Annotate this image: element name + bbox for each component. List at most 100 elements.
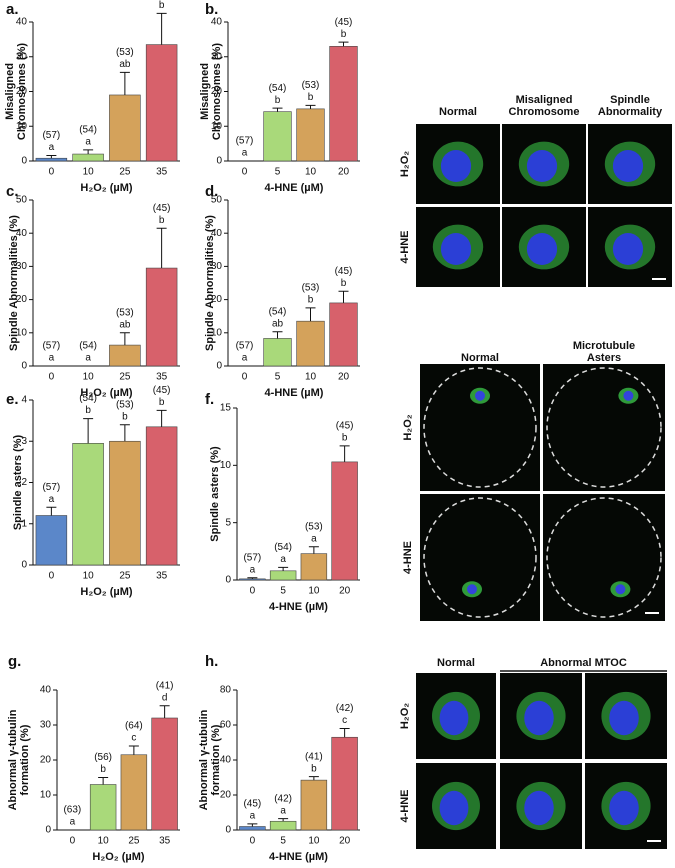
y-tick-label: 50 — [211, 195, 223, 206]
x-tick-label: 20 — [339, 836, 351, 847]
y-tick-label: 0 — [216, 156, 222, 167]
y-tick-label: 30 — [211, 51, 223, 62]
x-tick-label: 25 — [119, 571, 131, 582]
n-label: (57) — [42, 130, 60, 141]
x-axis-label: 4-HNE (µM) — [269, 601, 328, 613]
letter-label: b — [100, 764, 106, 775]
y-tick-label: 40 — [211, 17, 223, 28]
panel-label: d. — [205, 183, 218, 200]
error-bar — [119, 332, 130, 346]
y-tick-label: 3 — [21, 436, 27, 447]
error-bar — [119, 424, 130, 442]
y-axis-label: Misaligned — [4, 63, 16, 120]
y-tick-label: 20 — [16, 294, 28, 305]
x-tick-label: 35 — [156, 571, 168, 582]
panel-label: f. — [205, 391, 214, 408]
x-tick-label: 0 — [70, 836, 76, 847]
n-label: (53) — [302, 283, 320, 294]
x-tick-label: 10 — [83, 372, 95, 383]
error-bar — [156, 227, 167, 269]
y-tick-label: 15 — [220, 403, 232, 414]
error-bar — [272, 107, 283, 112]
chromatin — [612, 150, 644, 182]
bar — [296, 320, 325, 367]
n-label: (57) — [243, 552, 261, 563]
micrograph — [543, 364, 665, 491]
row-label: H₂O₂ — [399, 703, 411, 729]
error-bar — [308, 546, 319, 554]
error-bar — [338, 41, 349, 47]
n-label: (57) — [42, 482, 60, 493]
x-tick-label: 10 — [305, 372, 317, 383]
bar — [35, 157, 68, 162]
row-label: 4-HNE — [402, 541, 414, 574]
letter-label: a — [242, 353, 248, 364]
y-tick-label: 40 — [211, 228, 223, 239]
y-axis-label: Abnormal γ-tubulin — [198, 709, 210, 810]
bar — [300, 553, 328, 581]
n-label: (45) — [153, 203, 171, 214]
y-tick-label: 10 — [16, 121, 28, 132]
y-tick-label: 40 — [16, 17, 28, 28]
x-tick-label: 10 — [83, 167, 95, 178]
y-tick-label: 0 — [225, 825, 231, 836]
x-tick-label: 0 — [250, 836, 256, 847]
panel-label: g. — [8, 653, 21, 670]
n-label: (54) — [79, 125, 97, 136]
y-tick-label: 0 — [225, 575, 231, 586]
x-tick-label: 25 — [119, 372, 131, 383]
chromatin — [440, 233, 472, 265]
bar — [145, 426, 178, 566]
n-label: (54) — [269, 306, 287, 317]
x-tick-label: 0 — [49, 167, 55, 178]
error-bar — [305, 307, 316, 322]
column-header: Misaligned — [516, 94, 573, 106]
bar — [151, 717, 178, 831]
letter-label: a — [85, 137, 91, 148]
y-tick-label: 10 — [40, 790, 52, 801]
letter-label: a — [70, 817, 76, 828]
bar — [109, 344, 141, 367]
bar — [269, 570, 297, 581]
chromatin — [609, 790, 639, 826]
y-tick-label: 20 — [220, 790, 232, 801]
oocyte-outline — [546, 367, 662, 488]
x-tick-label: 35 — [156, 167, 168, 178]
n-label: (45) — [243, 799, 261, 810]
letter-label: a — [311, 533, 317, 544]
n-label: (45) — [153, 385, 171, 396]
n-label: (57) — [42, 341, 60, 352]
n-label: (54) — [79, 341, 97, 352]
y-axis-label: formation (%) — [19, 724, 31, 795]
letter-label: a — [49, 142, 55, 153]
oocyte-outline — [423, 497, 537, 618]
letter-label: a — [280, 805, 286, 816]
panel-label: e. — [6, 391, 19, 408]
bar — [329, 302, 358, 367]
n-label: (57) — [236, 341, 254, 352]
letter-label: b — [308, 92, 314, 103]
y-tick-label: 20 — [40, 755, 52, 766]
y-tick-label: 30 — [211, 261, 223, 272]
error-bar — [83, 418, 94, 444]
y-axis-label: Spindle Abnormalities (%) — [8, 215, 20, 351]
y-tick-label: 4 — [21, 395, 27, 406]
x-tick-label: 25 — [119, 167, 131, 178]
y-axis-label: Spindle asters (%) — [12, 434, 24, 530]
error-bar — [278, 818, 289, 822]
x-axis-label: H₂O₂ (µM) — [80, 387, 132, 399]
bar — [239, 826, 266, 831]
x-tick-label: 5 — [275, 372, 281, 383]
error-bar — [46, 154, 57, 159]
letter-label: d — [162, 692, 168, 703]
column-header: Abnormality — [598, 106, 663, 118]
y-axis-label: Spindle asters (%) — [209, 446, 221, 542]
x-axis-label: H₂O₂ (µM) — [80, 182, 132, 194]
bar — [329, 46, 358, 162]
x-tick-label: 10 — [305, 167, 317, 178]
n-label: (53) — [305, 521, 323, 532]
x-tick-label: 0 — [242, 167, 248, 178]
x-axis-label: 4-HNE (µM) — [269, 851, 328, 863]
micrograph — [543, 494, 665, 621]
